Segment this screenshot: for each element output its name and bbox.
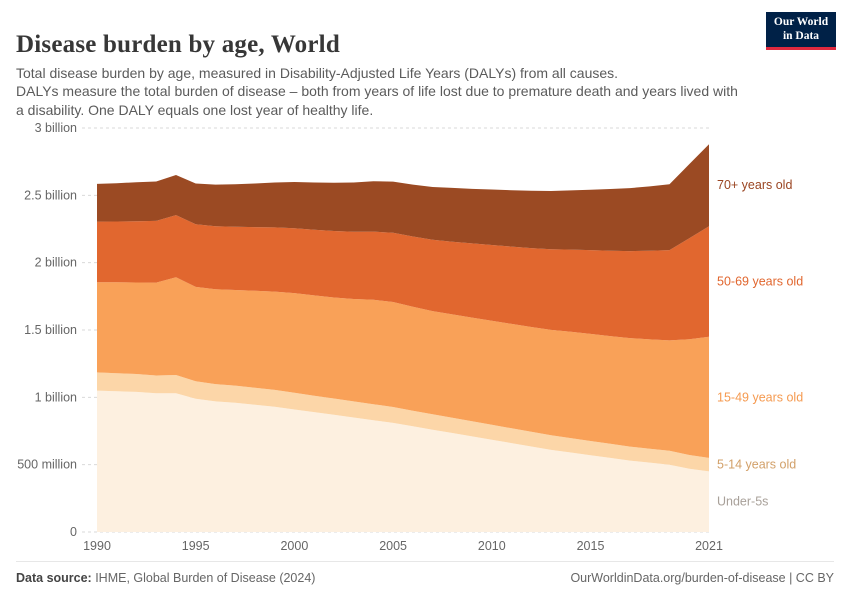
- owid-logo-line2: in Data: [782, 29, 820, 42]
- owid-logo[interactable]: Our World in Data: [766, 12, 836, 50]
- owid-citation-link[interactable]: OurWorldinData.org/burden-of-disease | C…: [570, 571, 834, 585]
- x-tick-label: 2000: [280, 539, 308, 553]
- owid-logo-line1: Our World: [773, 16, 829, 28]
- x-tick-label: 1990: [83, 539, 111, 553]
- data-source-text: IHME, Global Burden of Disease (2024): [91, 571, 316, 585]
- data-source-label: Data source:: [16, 571, 92, 585]
- y-tick-label: 2.5 billion: [24, 188, 77, 202]
- legend-label-5-14: 5-14 years old: [717, 458, 796, 472]
- area-70-plus: [97, 144, 709, 252]
- legend-label-under-5s: Under-5s: [717, 495, 768, 509]
- y-tick-label: 1 billion: [35, 390, 77, 404]
- chart-subtitle: Total disease burden by age, measured in…: [16, 65, 738, 118]
- legend-label-70-plus: 70+ years old: [717, 178, 792, 192]
- chart-footer: Data source: IHME, Global Burden of Dise…: [16, 561, 834, 585]
- x-tick-label: 2010: [478, 539, 506, 553]
- x-tick-label: 2015: [577, 539, 605, 553]
- y-tick-label: 2 billion: [35, 256, 77, 270]
- area-15-49: [97, 277, 709, 458]
- x-tick-label: 1995: [182, 539, 210, 553]
- y-tick-label: 3 billion: [35, 121, 77, 135]
- area-50-69: [97, 215, 709, 341]
- x-tick-label: 2021: [695, 539, 723, 553]
- chart-title: Disease burden by age, World: [16, 30, 340, 58]
- x-tick-label: 2005: [379, 539, 407, 553]
- y-tick-label: 1.5 billion: [24, 323, 77, 337]
- legend-label-50-69: 50-69 years old: [717, 275, 803, 289]
- y-tick-label: 0: [70, 525, 77, 539]
- y-tick-label: 500 million: [17, 458, 77, 472]
- stacked-area-chart: 0 500 million 1 billion 1.5 billion 2 billio…: [17, 121, 803, 553]
- area-5-14: [97, 372, 709, 472]
- area-under-5s: [97, 390, 709, 532]
- legend-label-15-49: 15-49 years old: [717, 390, 803, 404]
- data-source: Data source: IHME, Global Burden of Dise…: [16, 571, 315, 585]
